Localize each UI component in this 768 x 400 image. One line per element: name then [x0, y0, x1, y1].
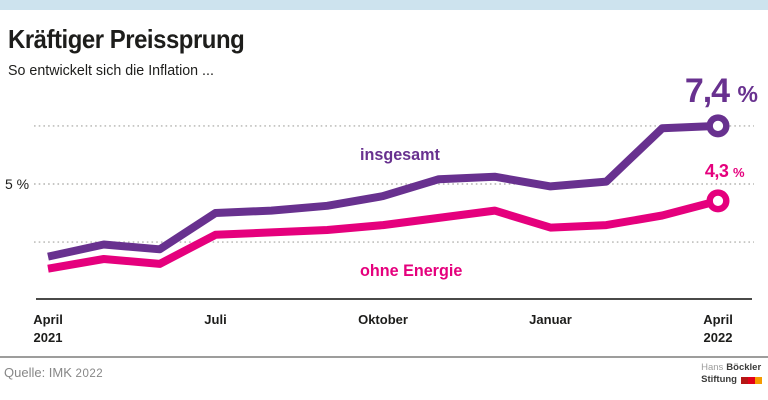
end-value-insgesamt: 7,4 % [684, 72, 758, 111]
source-year: 2022 [75, 368, 104, 380]
source-note: Quelle: IMK 2022 [4, 365, 103, 380]
hans-boeckler-stiftung-logo: Hans Böckler Stiftung [701, 362, 762, 386]
x-tick-juli: Juli [204, 312, 227, 327]
y-axis-tick-label: 5 % [5, 176, 30, 192]
end-value-ohne-energie-number: 4,3 [704, 161, 729, 181]
endpoint-marker-ohne-energie [706, 189, 730, 213]
page-subtitle: So entwickelt sich die Inflation ... [8, 62, 214, 79]
x-tick-januar: Januar [529, 312, 572, 327]
logo-text-stiftung: Stiftung [701, 374, 737, 385]
x-tick-april-2022: April 2022 [703, 312, 733, 345]
logo-text-hans: Hans [701, 362, 724, 373]
end-value-insgesamt-number: 7,4 [684, 72, 730, 110]
logo-text-boeckler: Böckler [726, 362, 762, 373]
end-value-ohne-energie: 4,3 % [704, 161, 745, 182]
top-accent-bar [0, 0, 768, 10]
x-tick-april-2021: April 2021 [33, 312, 63, 345]
end-value-ohne-energie-unit: % [732, 165, 745, 180]
line-insgesamt [47, 121, 719, 261]
footer-divider [0, 356, 768, 358]
endpoint-marker-insgesamt [706, 114, 730, 138]
x-tick-oktober: Oktober [358, 312, 408, 327]
end-value-insgesamt-unit: % [737, 81, 758, 107]
series-label-insgesamt: insgesamt [360, 145, 440, 164]
page-title: Kräftiger Preissprung [8, 24, 245, 54]
line-ohne-energie [47, 197, 720, 273]
source-label: Quelle: IMK [4, 365, 72, 380]
logo-flag-icon [741, 376, 762, 384]
series-label-ohne-energie: ohne Energie [360, 261, 463, 280]
